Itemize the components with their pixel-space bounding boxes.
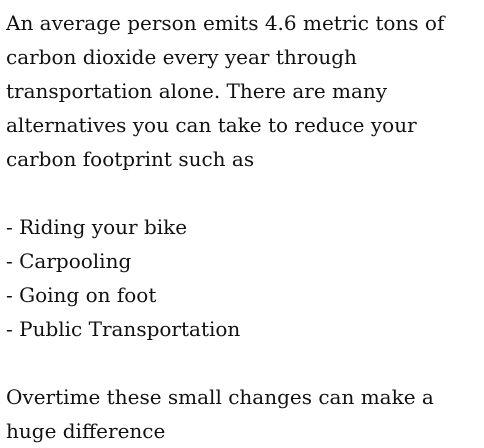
closing-paragraph: Overtime these small changes can make a … xyxy=(6,385,434,443)
list-item: - Carpooling xyxy=(6,249,132,273)
list-item: - Public Transportation xyxy=(6,317,241,341)
list-item: - Riding your bike xyxy=(6,215,188,239)
intro-paragraph: An average person emits 4.6 metric tons … xyxy=(6,11,445,171)
alternatives-list: - Riding your bike - Carpooling - Going … xyxy=(6,210,484,346)
list-item: - Going on foot xyxy=(6,283,157,307)
